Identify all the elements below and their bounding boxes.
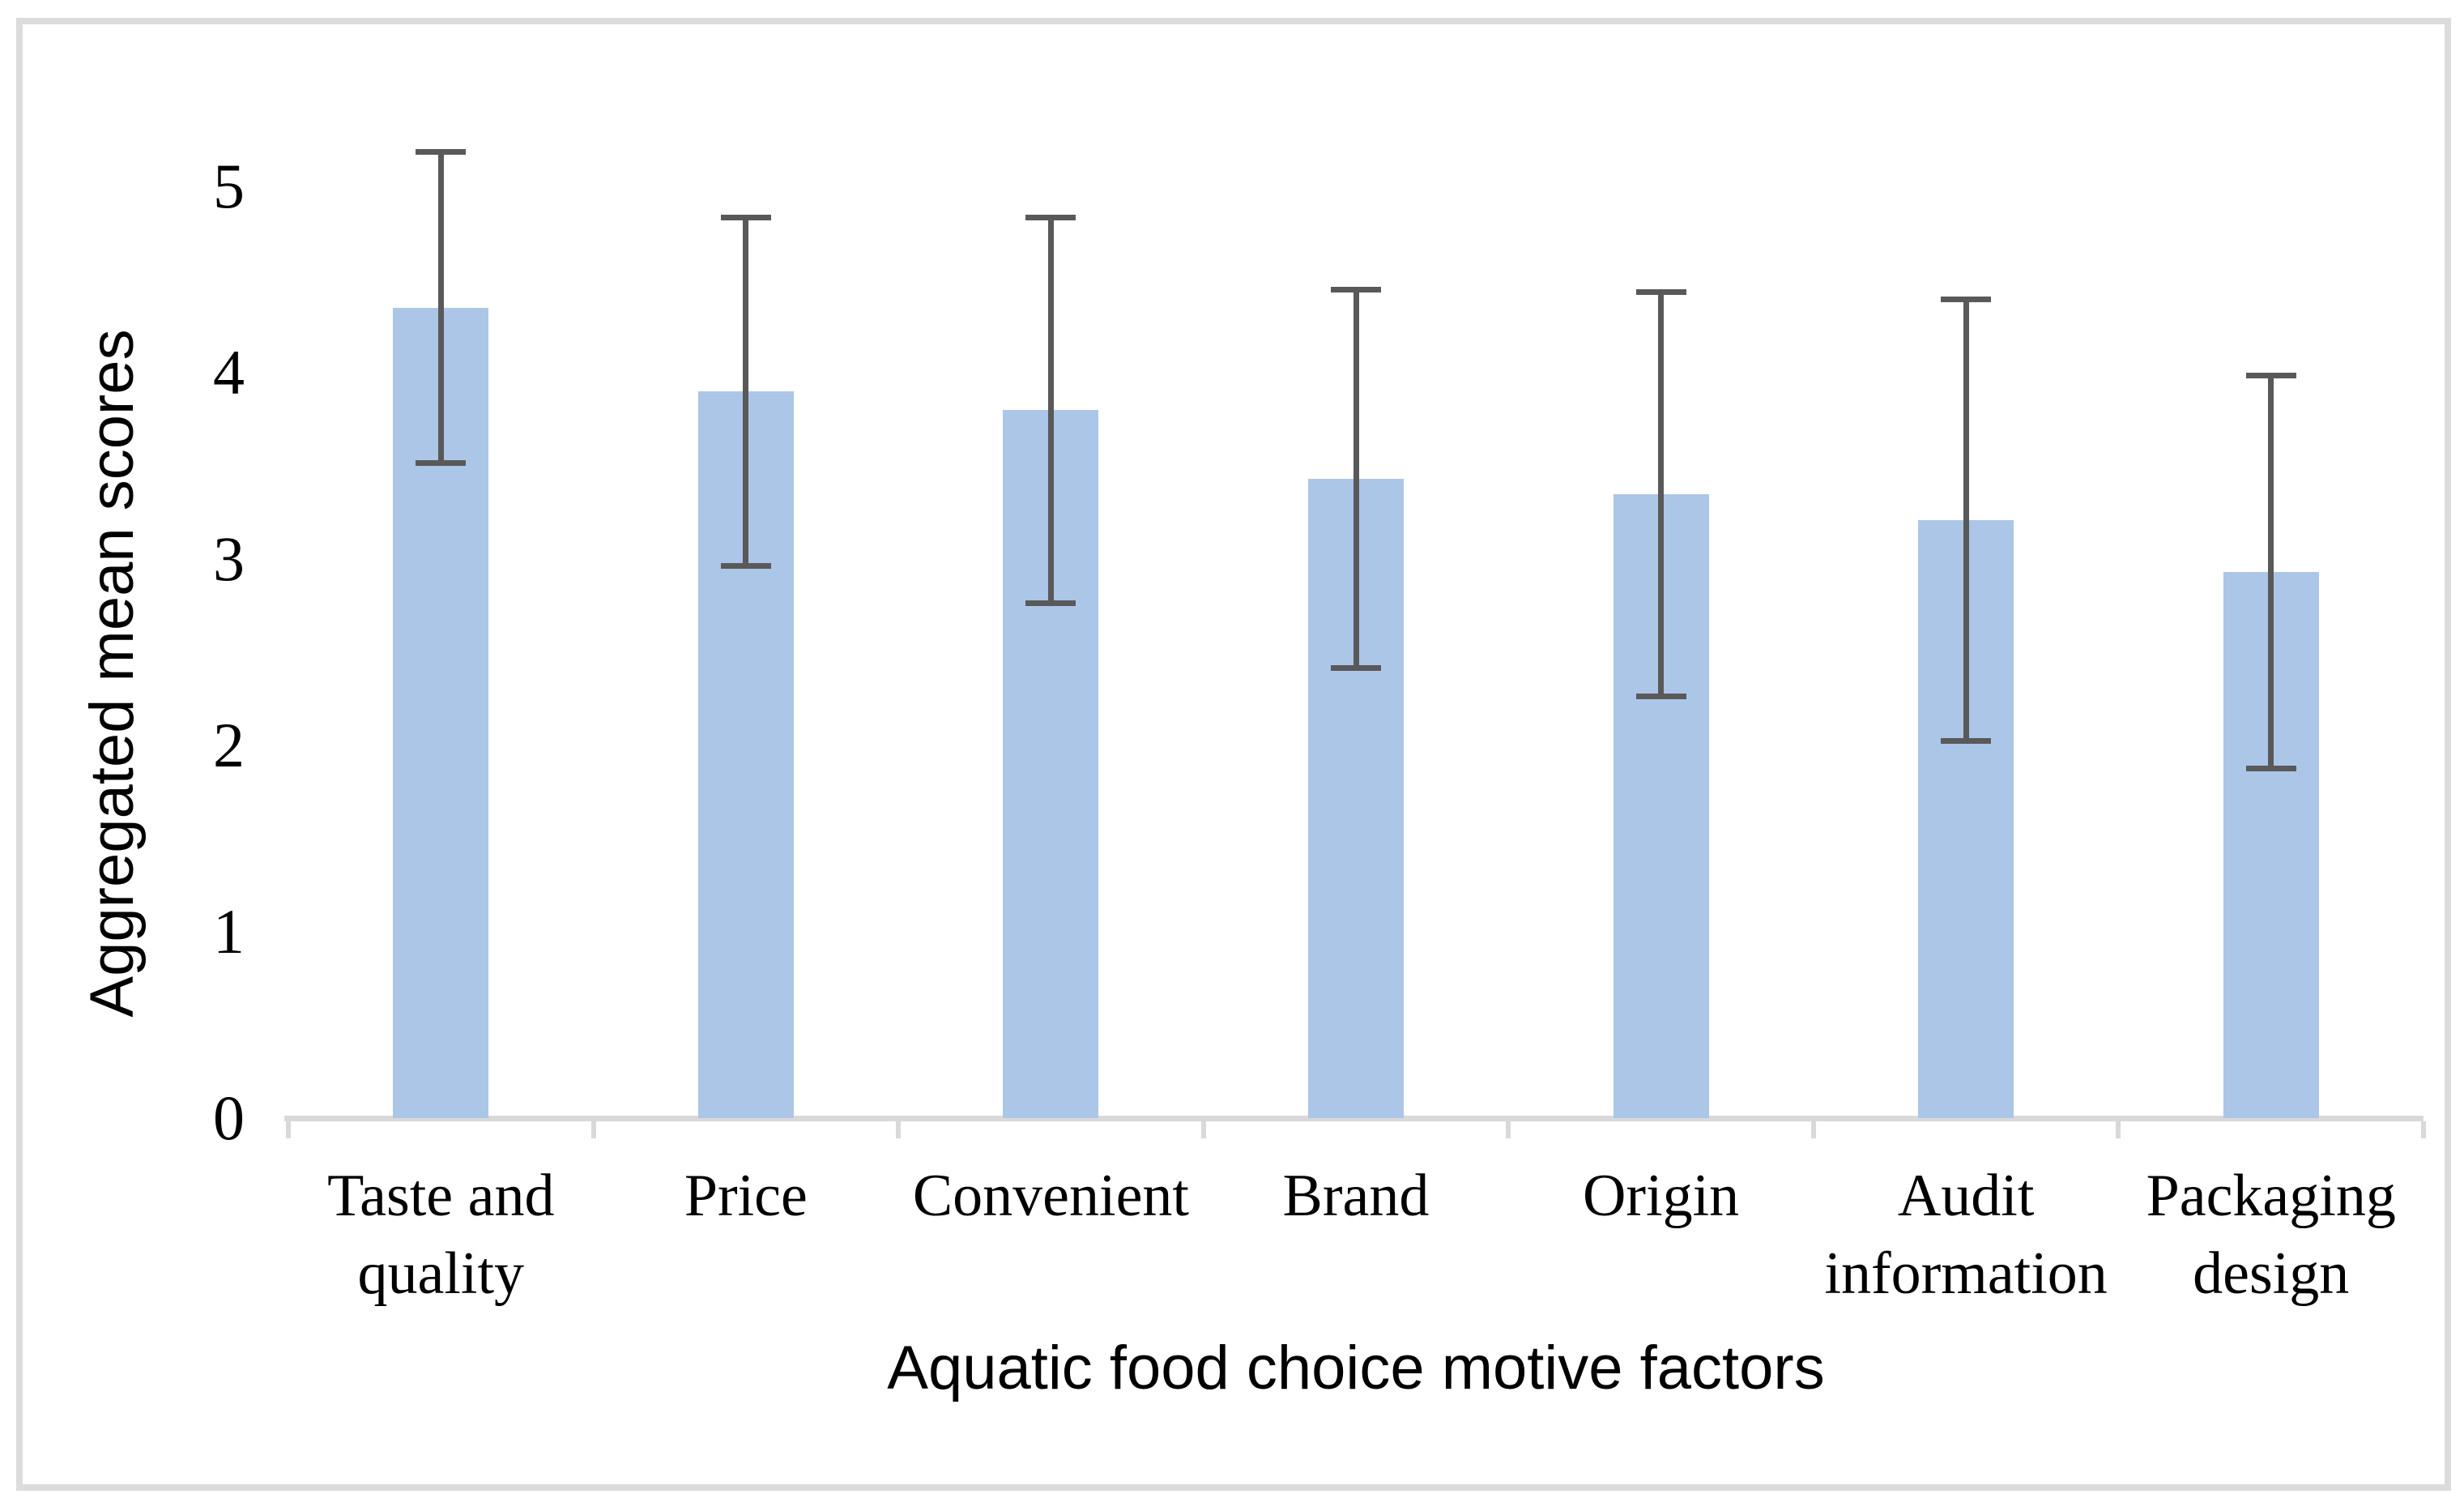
x-axis-tick (2116, 1121, 2121, 1138)
y-tick-label: 3 (213, 523, 245, 594)
y-tick-label: 1 (213, 896, 245, 967)
error-bar-cap-bottom (2245, 766, 2296, 772)
error-bar-cap-top (1635, 288, 1686, 295)
category-label: Convenient (912, 1163, 1189, 1229)
y-tick-label: 5 (213, 151, 245, 221)
error-bar-cap-bottom (1331, 665, 1381, 671)
category-label: Taste and quality (327, 1163, 555, 1307)
category-label: Brand (1282, 1163, 1430, 1229)
error-bar-line (743, 214, 749, 569)
category-label: Packaging design (2146, 1163, 2396, 1307)
error-bar-line (1658, 288, 1665, 699)
y-tick-label: 4 (213, 337, 245, 408)
x-axis-tick (1200, 1121, 1206, 1138)
error-bar-cap-top (1331, 287, 1381, 293)
y-tick-label: 0 (213, 1082, 245, 1153)
error-bar-cap-top (1025, 214, 1076, 220)
x-axis-tick (896, 1121, 902, 1138)
y-tick-label: 2 (213, 710, 245, 780)
error-bar-line (1047, 214, 1054, 606)
x-axis-tick (1810, 1121, 1816, 1138)
x-axis-title: Aquatic food choice motive factors (887, 1334, 1825, 1402)
error-bar-cap-top (2245, 373, 2296, 378)
error-bar-cap-top (1941, 296, 1992, 302)
x-axis-tick (286, 1121, 291, 1138)
error-bar-cap-bottom (1635, 693, 1686, 699)
error-bar-line (1353, 287, 1359, 671)
category-label: Price (684, 1163, 808, 1229)
error-bar-cap-top (416, 149, 467, 155)
error-bar-cap-top (720, 214, 771, 220)
error-bar-line (2268, 373, 2274, 772)
x-axis-tick (1506, 1121, 1511, 1138)
error-bar-line (437, 149, 444, 466)
x-axis-tick (2421, 1121, 2426, 1138)
error-bar-cap-bottom (1941, 737, 1992, 744)
x-axis-line (284, 1116, 2424, 1121)
error-bar-cap-bottom (1025, 600, 1076, 606)
category-label: Origin (1582, 1163, 1740, 1229)
error-bar-cap-bottom (416, 460, 467, 466)
x-axis-tick (590, 1121, 596, 1138)
category-label: Audit information (1824, 1163, 2108, 1307)
error-bar-cap-bottom (720, 562, 771, 569)
error-bar-line (1963, 296, 1969, 744)
